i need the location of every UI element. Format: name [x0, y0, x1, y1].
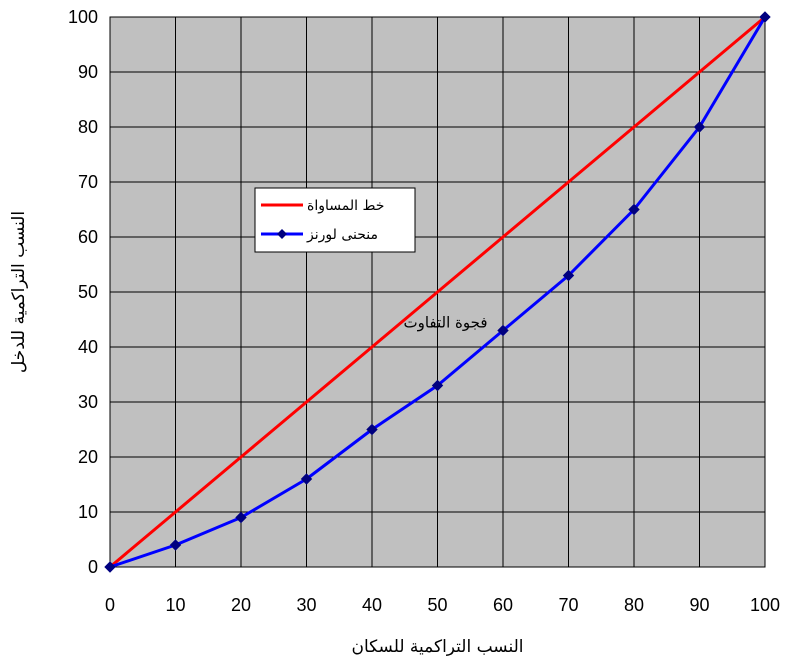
x-tick-label-20: 20 [231, 595, 251, 615]
x-tick-label-50: 50 [427, 595, 447, 615]
data-point-80 [628, 203, 640, 216]
y-tick-label-10: 10 [78, 502, 98, 522]
data-point-20 [235, 511, 247, 524]
y-tick-label-100: 100 [68, 7, 98, 27]
y-tick-label-40: 40 [78, 337, 98, 357]
x-axis-title: النسب التراكمية للسكان [351, 637, 523, 657]
data-point-30 [300, 473, 313, 485]
y-tick-label-20: 20 [78, 447, 98, 467]
y-axis-title: النسب التراكمية للدخل [9, 211, 29, 373]
inequality-gap-annotation: فجوة التفاوت [403, 314, 487, 332]
data-point-90 [693, 121, 706, 133]
data-point-10 [169, 539, 182, 551]
series-line-خط-المساواة [109, 15, 766, 569]
y-tick-label-70: 70 [78, 172, 98, 192]
x-tick-label-40: 40 [362, 595, 382, 615]
data-point-0 [104, 561, 116, 573]
legend-label-equality: خط المساواة [307, 198, 384, 214]
x-tick-label-80: 80 [624, 595, 644, 615]
y-tick-label-90: 90 [78, 62, 98, 82]
legend-label-lorenz: منحنى لورنز [306, 227, 378, 243]
legend-box [254, 187, 416, 253]
legend-marker-lorenz [277, 229, 287, 239]
y-tick-label-50: 50 [78, 282, 98, 302]
x-tick-labels: 0 10 20 30 40 50 60 70 80 90 100 [105, 595, 780, 615]
data-point-70 [562, 269, 575, 282]
x-tick-label-100: 100 [750, 595, 780, 615]
x-tick-label-90: 90 [689, 595, 709, 615]
data-point-100 [759, 11, 771, 23]
gridlines [110, 17, 765, 567]
x-tick-label-0: 0 [105, 595, 115, 615]
x-tick-label-70: 70 [558, 595, 578, 615]
y-tick-labels: 0 10 20 30 40 50 60 70 80 90 100 [68, 7, 98, 577]
y-tick-label-0: 0 [88, 557, 98, 577]
y-tick-label-80: 80 [78, 117, 98, 137]
legend: خط المساواة منحنى لورنز [254, 187, 416, 253]
x-tick-label-30: 30 [296, 595, 316, 615]
y-tick-label-60: 60 [78, 227, 98, 247]
series-layer [104, 11, 771, 573]
data-point-50 [431, 379, 444, 392]
data-point-60 [497, 324, 509, 337]
data-point-40 [366, 423, 378, 436]
x-tick-label-60: 60 [493, 595, 513, 615]
y-tick-label-30: 30 [78, 392, 98, 412]
x-tick-label-10: 10 [165, 595, 185, 615]
